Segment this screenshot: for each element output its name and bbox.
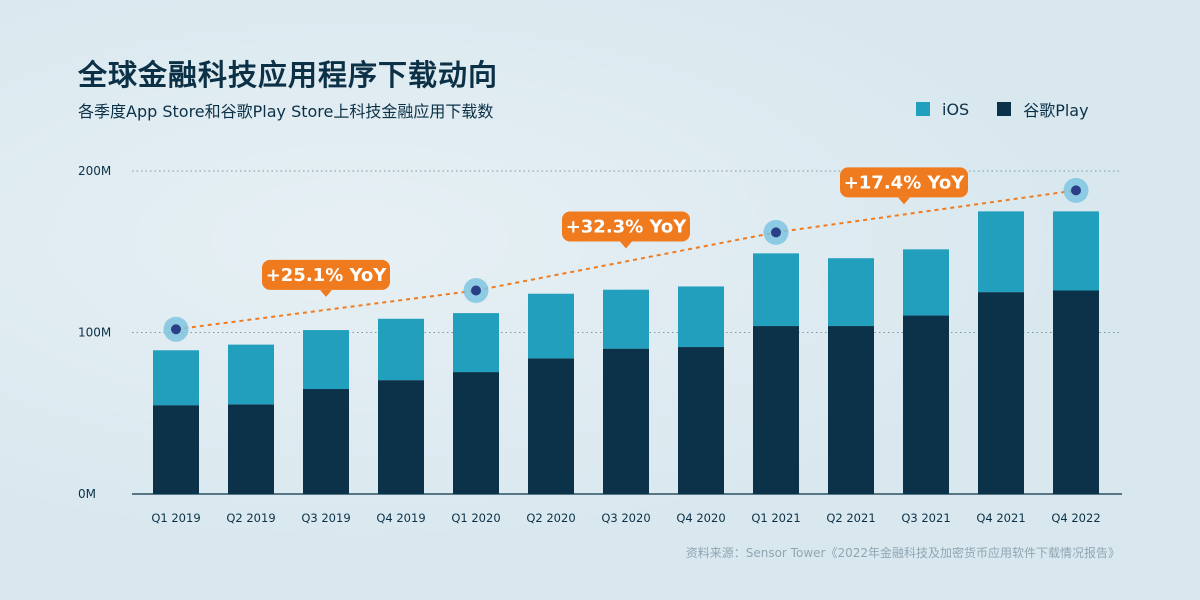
trend-point	[171, 324, 181, 335]
legend-swatch-ios	[916, 102, 930, 116]
bar-google-play	[978, 292, 1024, 494]
trend-line-segment	[775, 189, 1077, 234]
y-tick-label: 200M	[78, 164, 111, 178]
trend-line-segment	[175, 289, 477, 331]
bar-google-play	[903, 315, 949, 494]
x-tick-label: Q1 2019	[151, 511, 200, 525]
bar-google-play	[678, 347, 724, 494]
trend-point	[1071, 185, 1081, 196]
legend-swatch-google-play	[997, 102, 1012, 116]
bar-google-play	[153, 405, 199, 494]
bar-google-play	[378, 380, 424, 494]
bar-google-play	[1053, 290, 1099, 494]
yoy-bubble	[562, 211, 690, 242]
yoy-annotation: +17.4% YoY	[840, 167, 968, 205]
yoy-label: +25.1% YoY	[266, 265, 388, 286]
bar-ios	[1053, 211, 1099, 291]
x-tick-label: Q2 2020	[526, 511, 575, 525]
x-tick-label: Q3 2021	[901, 511, 950, 525]
yoy-bubble	[262, 259, 390, 290]
x-tick-label: Q2 2021	[826, 511, 875, 525]
y-tick-label: 0M	[78, 487, 96, 501]
yoy-bubble-pointer	[320, 289, 332, 297]
yoy-bubble-pointer	[898, 197, 910, 205]
bar-google-play	[228, 404, 274, 494]
bar-ios	[303, 330, 349, 390]
bar-ios	[228, 344, 274, 405]
x-tick-label: Q4 2022	[1051, 511, 1100, 525]
trend-point	[771, 227, 781, 238]
y-tick-label: 100M	[78, 326, 111, 340]
chart-subtitle: 各季度App Store和谷歌Play Store上科技金融应用下载数	[78, 102, 494, 121]
bar-google-play	[453, 372, 499, 494]
x-tick-label: Q1 2021	[751, 511, 800, 525]
yoy-annotation: +32.3% YoY	[562, 211, 690, 249]
bar-ios	[153, 350, 199, 406]
bar-ios	[378, 318, 424, 381]
x-tick-label: Q1 2020	[451, 511, 500, 525]
bar-google-play	[528, 358, 574, 494]
yoy-annotation: +25.1% YoY	[262, 259, 390, 297]
chart-title: 全球金融科技应用程序下载动向	[78, 58, 499, 92]
x-tick-label: Q3 2020	[601, 511, 650, 525]
bar-ios	[903, 249, 949, 316]
trend-point	[471, 285, 481, 296]
yoy-label: +32.3% YoY	[566, 216, 688, 237]
trend-line-segment	[475, 231, 777, 292]
bar-ios	[528, 293, 574, 359]
bar-google-play	[828, 326, 874, 494]
legend-item-ios: iOS	[916, 100, 969, 119]
legend-label-ios: iOS	[942, 99, 970, 119]
yoy-label: +17.4% YoY	[844, 172, 966, 193]
x-tick-label: Q4 2019	[376, 511, 425, 525]
bar-ios	[978, 211, 1024, 293]
bar-ios	[678, 286, 724, 348]
legend: iOS 谷歌Play	[916, 97, 1089, 121]
yoy-bubble	[840, 167, 968, 198]
x-tick-label: Q4 2020	[676, 511, 725, 525]
bar-ios	[753, 253, 799, 327]
legend-item-google-play: 谷歌Play	[997, 97, 1089, 121]
yoy-bubble-pointer	[620, 241, 632, 249]
legend-label-google-play: 谷歌Play	[1023, 101, 1089, 120]
bar-ios	[603, 289, 649, 349]
bar-google-play	[603, 348, 649, 494]
bar-ios	[828, 258, 874, 327]
bar-google-play	[303, 389, 349, 494]
bar-ios	[453, 313, 499, 373]
bar-google-play	[753, 326, 799, 494]
x-tick-label: Q2 2019	[226, 511, 275, 525]
source-note: 资料来源：Sensor Tower《2022年金融科技及加密货币应用软件下载情况…	[685, 546, 1120, 560]
x-tick-label: Q3 2019	[301, 511, 350, 525]
x-tick-label: Q4 2021	[976, 511, 1025, 525]
